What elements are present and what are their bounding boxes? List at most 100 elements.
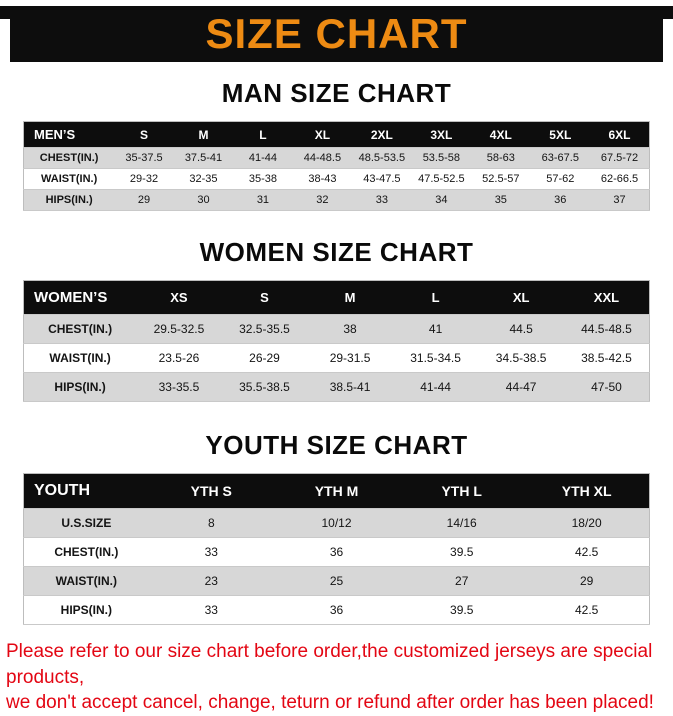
table-cell: 33-35.5 bbox=[136, 372, 222, 402]
table-header-row: MEN’S S M L XL 2XL 3XL 4XL 5XL 6XL bbox=[23, 121, 650, 148]
column-header: XS bbox=[136, 280, 222, 315]
table-row: U.S.SIZE 8 10/12 14/16 18/20 bbox=[23, 508, 650, 538]
column-header: L bbox=[392, 280, 479, 315]
column-header: XL bbox=[478, 280, 564, 315]
table-header-row: WOMEN’S XS S M L XL XXL bbox=[23, 280, 650, 315]
disclaimer-line-2: we don't accept cancel, change, teturn o… bbox=[6, 692, 654, 714]
table-cell: 32-35 bbox=[173, 168, 234, 190]
table-cell: 44.5-48.5 bbox=[563, 314, 650, 344]
table-cell: 62-66.5 bbox=[590, 168, 650, 190]
table-cell: 42.5 bbox=[524, 595, 650, 625]
table-cell: 38.5-41 bbox=[307, 372, 393, 402]
table-cell: 38-43 bbox=[292, 168, 353, 190]
column-header: 4XL bbox=[471, 121, 531, 148]
table-title-cell: MEN’S bbox=[23, 121, 115, 148]
table-cell: 8 bbox=[148, 508, 274, 538]
table-cell: 29-32 bbox=[114, 168, 174, 190]
row-label: CHEST(IN.) bbox=[23, 537, 149, 567]
table-row: WAIST(IN.) 23.5-26 26-29 29-31.5 31.5-34.5 34… bbox=[23, 343, 650, 373]
table-cell: 29-31.5 bbox=[307, 343, 393, 373]
table-row: CHEST(IN.) 33 36 39.5 42.5 bbox=[23, 537, 650, 567]
men-section-heading: MAN SIZE CHART bbox=[221, 78, 452, 108]
table-cell: 33 bbox=[352, 189, 412, 211]
column-header: L bbox=[233, 121, 293, 148]
table-cell: 47-50 bbox=[563, 372, 650, 402]
column-header: 3XL bbox=[411, 121, 472, 148]
row-label: CHEST(IN.) bbox=[23, 147, 115, 169]
table-cell: 38.5-42.5 bbox=[563, 343, 650, 373]
column-header: 2XL bbox=[352, 121, 412, 148]
column-header: 5XL bbox=[530, 121, 591, 148]
table-cell: 53.5-58 bbox=[411, 147, 472, 169]
table-row: WAIST(IN.) 23 25 27 29 bbox=[23, 566, 650, 596]
table-cell: 44.5 bbox=[478, 314, 564, 344]
table-cell: 44-48.5 bbox=[292, 147, 353, 169]
table-cell: 23 bbox=[148, 566, 274, 596]
table-cell: 23.5-26 bbox=[136, 343, 222, 373]
column-header: S bbox=[114, 121, 174, 148]
table-cell: 35-38 bbox=[233, 168, 293, 190]
corner-decoration-top-left bbox=[0, 6, 13, 19]
size-table: MEN’S S M L XL 2XL 3XL 4XL 5XL 6XL CHEST(IN.) 35-37… bbox=[23, 121, 650, 211]
women-section-heading: WOMEN SIZE CHART bbox=[199, 237, 474, 267]
column-header: M bbox=[173, 121, 234, 148]
table-header-row: YOUTH YTH S YTH M YTH L YTH XL bbox=[23, 473, 650, 509]
table-cell: 36 bbox=[273, 537, 400, 567]
table-cell: 42.5 bbox=[524, 537, 650, 567]
table-cell: 41-44 bbox=[392, 372, 479, 402]
women-size-table-container: WOMEN’S XS S M L XL XXL CHEST(IN.) 29.5-32.5 32.5… bbox=[23, 280, 650, 402]
row-label: WAIST(IN.) bbox=[23, 566, 149, 596]
table-cell: 31 bbox=[233, 189, 293, 211]
row-label: WAIST(IN.) bbox=[23, 343, 137, 373]
table-title-cell: WOMEN’S bbox=[23, 280, 137, 315]
column-header: YTH S bbox=[148, 473, 274, 509]
table-cell: 39.5 bbox=[399, 595, 525, 625]
table-cell: 43-47.5 bbox=[352, 168, 412, 190]
size-table: WOMEN’S XS S M L XL XXL CHEST(IN.) 29.5-32.5 32.5… bbox=[23, 280, 650, 402]
table-cell: 32 bbox=[292, 189, 353, 211]
column-header: XXL bbox=[563, 280, 650, 315]
table-row: WAIST(IN.) 29-32 32-35 35-38 38-43 43-47.5 47.… bbox=[23, 168, 650, 190]
size-chart-banner: SIZE CHART bbox=[10, 6, 663, 62]
men-size-table-container: MEN’S S M L XL 2XL 3XL 4XL 5XL 6XL CHEST(IN.) 35-37… bbox=[23, 121, 650, 211]
column-header: XL bbox=[292, 121, 353, 148]
table-cell: 34 bbox=[411, 189, 472, 211]
table-cell: 26-29 bbox=[221, 343, 308, 373]
table-cell: 36 bbox=[273, 595, 400, 625]
table-cell: 47.5-52.5 bbox=[411, 168, 472, 190]
row-label: HIPS(IN.) bbox=[23, 595, 149, 625]
table-cell: 36 bbox=[530, 189, 591, 211]
size-table: YOUTH YTH S YTH M YTH L YTH XL U.S.SIZE 8 10/12… bbox=[23, 473, 650, 625]
row-label: CHEST(IN.) bbox=[23, 314, 137, 344]
table-cell: 41 bbox=[392, 314, 479, 344]
youth-size-table-container: YOUTH YTH S YTH M YTH L YTH XL U.S.SIZE 8 10/12… bbox=[23, 473, 650, 625]
table-cell: 44-47 bbox=[478, 372, 564, 402]
table-cell: 18/20 bbox=[524, 508, 650, 538]
corner-decoration-top-right bbox=[660, 6, 673, 19]
table-cell: 35.5-38.5 bbox=[221, 372, 308, 402]
table-cell: 29 bbox=[524, 566, 650, 596]
table-cell: 37.5-41 bbox=[173, 147, 234, 169]
table-cell: 63-67.5 bbox=[530, 147, 591, 169]
row-label: WAIST(IN.) bbox=[23, 168, 115, 190]
table-cell: 38 bbox=[307, 314, 393, 344]
column-header: 6XL bbox=[590, 121, 650, 148]
row-label: U.S.SIZE bbox=[23, 508, 149, 538]
disclaimer-line-1: Please refer to our size chart before or… bbox=[6, 641, 653, 688]
table-cell: 31.5-34.5 bbox=[392, 343, 479, 373]
table-cell: 39.5 bbox=[399, 537, 525, 567]
table-row: HIPS(IN.) 33 36 39.5 42.5 bbox=[23, 595, 650, 625]
table-row: HIPS(IN.) 33-35.5 35.5-38.5 38.5-41 41-44 44-… bbox=[23, 372, 650, 402]
column-header: YTH M bbox=[273, 473, 400, 509]
column-header: YTH XL bbox=[524, 473, 650, 509]
table-cell: 57-62 bbox=[530, 168, 591, 190]
table-row: CHEST(IN.) 35-37.5 37.5-41 41-44 44-48.5 48.5… bbox=[23, 147, 650, 169]
youth-section-heading: YOUTH SIZE CHART bbox=[205, 430, 468, 460]
table-cell: 35 bbox=[471, 189, 531, 211]
table-cell: 33 bbox=[148, 537, 274, 567]
table-cell: 37 bbox=[590, 189, 650, 211]
table-cell: 48.5-53.5 bbox=[352, 147, 412, 169]
column-header: YTH L bbox=[399, 473, 525, 509]
banner-title: SIZE CHART bbox=[205, 10, 468, 57]
table-row: CHEST(IN.) 29.5-32.5 32.5-35.5 38 41 44.5 44.5… bbox=[23, 314, 650, 344]
